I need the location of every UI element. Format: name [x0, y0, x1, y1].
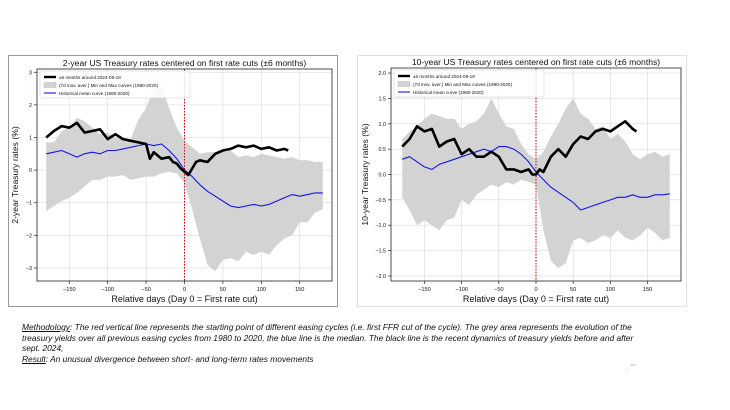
y-tick-label: −0.5 — [375, 198, 386, 204]
x-tick-label: 100 — [606, 287, 615, 293]
y-tick-label: −3 — [26, 266, 32, 272]
stray-mark: ˎ °° — [626, 364, 636, 371]
legend-box — [393, 69, 545, 98]
x-tick-label: 0 — [534, 287, 537, 293]
methodology-label: Methodology — [22, 322, 70, 332]
x-tick-label: 150 — [295, 287, 304, 293]
x-tick-label: −50 — [141, 287, 151, 293]
chart-2y: 2-year US Treasury rates centered on fir… — [10, 58, 333, 304]
y-tick-label: 1 — [29, 135, 32, 141]
recent-curve-line — [45, 121, 289, 177]
y-tick-label: 1.5 — [379, 96, 387, 102]
y-tick-label: 0.0 — [379, 173, 387, 179]
chart-title: 10-year US Treasury rates centered on fi… — [412, 57, 660, 67]
chart-10y-panel: 10-year US Treasury rates centered on fi… — [357, 55, 687, 307]
y-tick-label: −1.5 — [375, 249, 386, 255]
y-axis-label: 2-year Treasury rates (%) — [10, 126, 20, 224]
y-tick-label: −1 — [26, 201, 32, 207]
methodology-text: : The red vertical line represents the s… — [22, 322, 634, 354]
x-tick-label: −100 — [455, 287, 468, 293]
y-tick-label: 2 — [29, 103, 32, 109]
y-tick-label: −2 — [26, 233, 32, 239]
chart-2y-panel: 2-year US Treasury rates centered on fir… — [8, 55, 338, 307]
chart-10y: 10-year US Treasury rates centered on fi… — [360, 57, 682, 304]
x-tick-label: 0 — [183, 287, 186, 293]
x-tick-label: −150 — [418, 287, 431, 293]
legend-label: ±6 months around 2024-09-18 — [59, 75, 121, 80]
y-tick-label: 3 — [29, 70, 32, 76]
legend-label: (7d mov. aver.) Min and Max curves (1980… — [413, 82, 512, 87]
legend-label: Historical mean curve (1980-2020) — [413, 90, 484, 95]
recent-curve-line — [401, 120, 638, 176]
y-tick-label: 0.5 — [379, 147, 387, 153]
legend-label: (7d mov. aver.) Min and Max curves (1980… — [59, 83, 158, 88]
x-tick-label: 150 — [643, 287, 652, 293]
result-label: Result — [22, 353, 46, 364]
y-tick-label: −1.0 — [375, 223, 386, 229]
x-tick-label: 100 — [257, 287, 266, 293]
result-text: : An unusual divergence between short- a… — [45, 353, 314, 364]
mean-curve-line — [402, 146, 670, 211]
x-tick-label: −100 — [101, 287, 114, 293]
x-axis-label: Relative days (Day 0 = First rate cut) — [463, 294, 609, 304]
methodology-note: Methodology: The red vertical line repre… — [22, 322, 642, 364]
x-tick-label: −150 — [63, 287, 76, 293]
x-tick-label: 50 — [220, 287, 226, 293]
legend-swatch — [397, 81, 411, 87]
y-tick-label: 0 — [29, 168, 32, 174]
y-axis-label: 10-year Treasury rates (%) — [360, 123, 370, 225]
y-tick-label: −2.0 — [375, 274, 386, 280]
x-tick-label: 50 — [570, 287, 576, 293]
chart-title: 2-year US Treasury rates centered on fir… — [63, 58, 307, 68]
legend-box — [39, 70, 191, 99]
y-tick-label: 2.0 — [379, 71, 387, 77]
x-tick-label: −50 — [494, 287, 504, 293]
legend-label: ±6 months around 2024-09-18 — [413, 74, 475, 79]
x-axis-label: Relative days (Day 0 = First rate cut) — [111, 294, 257, 304]
y-tick-label: 1.0 — [379, 122, 387, 128]
legend-swatch — [43, 82, 57, 88]
legend-label: Historical mean curve (1980-2020) — [59, 91, 130, 96]
